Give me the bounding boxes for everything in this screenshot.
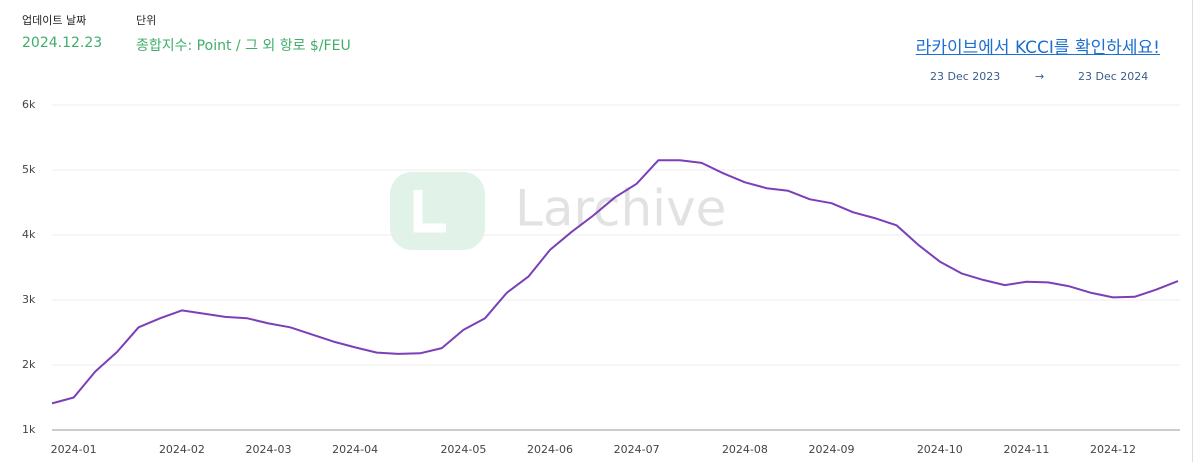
watermark-logo-mark xyxy=(413,190,446,233)
x-tick-label: 2024-07 xyxy=(614,443,660,456)
y-tick-label: 1k xyxy=(22,423,36,436)
x-tick-label: 2024-02 xyxy=(159,443,205,456)
x-tick-label: 2024-06 xyxy=(527,443,573,456)
range-end: 23 Dec 2024 xyxy=(1078,70,1149,83)
kcci-link[interactable]: 라카이브에서 KCCI를 확인하세요! xyxy=(915,38,1160,58)
range-arrow: → xyxy=(1035,70,1045,83)
x-tick-label: 2024-05 xyxy=(440,443,486,456)
y-tick-label: 4k xyxy=(22,228,36,241)
x-tick-label: 2024-01 xyxy=(51,443,97,456)
y-tick-label: 3k xyxy=(22,293,36,306)
watermark: Larchive xyxy=(390,172,726,250)
y-tick-label: 2k xyxy=(22,358,36,371)
y-tick-label: 5k xyxy=(22,163,36,176)
x-tick-label: 2024-12 xyxy=(1090,443,1136,456)
unit-value: 종합지수: Point / 그 외 항로 $/FEU xyxy=(136,38,351,54)
range-start: 23 Dec 2023 xyxy=(930,70,1001,83)
x-tick-label: 2024-10 xyxy=(917,443,963,456)
watermark-logo xyxy=(390,172,485,250)
data-line xyxy=(51,159,1179,405)
x-tick-label: 2024-09 xyxy=(809,443,855,456)
x-tick-label: 2024-04 xyxy=(332,443,378,456)
x-tick-label: 2024-08 xyxy=(722,443,768,456)
x-tick-label: 2024-03 xyxy=(246,443,292,456)
update-label: 업데이트 날짜 xyxy=(22,14,87,27)
watermark-text: Larchive xyxy=(515,180,726,238)
update-date: 2024.12.23 xyxy=(22,35,103,51)
unit-label: 단위 xyxy=(136,14,157,27)
x-tick-label: 2024-11 xyxy=(1003,443,1049,456)
y-tick-label: 6k xyxy=(22,98,36,111)
